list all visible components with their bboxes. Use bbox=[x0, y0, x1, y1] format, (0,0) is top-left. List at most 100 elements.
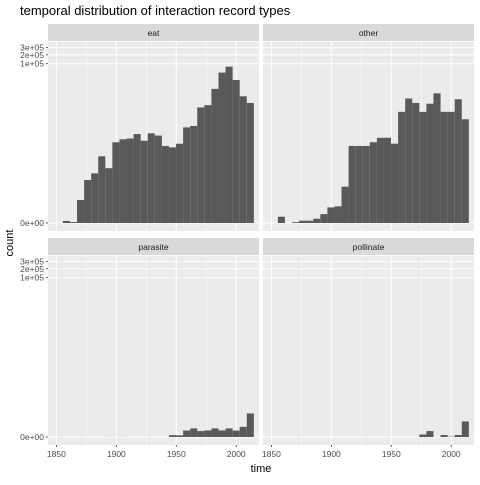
histogram-bar bbox=[91, 173, 98, 223]
histogram-bar bbox=[240, 96, 247, 223]
histogram-bar bbox=[211, 428, 218, 437]
histogram-bar bbox=[292, 222, 299, 223]
y-tick-label: 1e+05 bbox=[20, 59, 44, 69]
histogram-bar bbox=[299, 221, 306, 223]
facet-strip-label: pollinate bbox=[353, 242, 385, 252]
histogram-bar bbox=[247, 413, 254, 437]
facet-strip-label: parasite bbox=[138, 242, 169, 252]
x-tick-label: 1900 bbox=[107, 449, 126, 459]
histogram-bar bbox=[462, 421, 469, 437]
x-tick-label: 2000 bbox=[227, 449, 246, 459]
histogram-bar bbox=[320, 214, 327, 223]
x-tick-label: 1950 bbox=[382, 449, 401, 459]
histogram-bar bbox=[233, 431, 240, 437]
histogram-bar bbox=[112, 142, 119, 223]
histogram-bar bbox=[63, 221, 70, 223]
histogram-bar bbox=[441, 112, 448, 223]
histogram-bar bbox=[77, 200, 84, 223]
panel-background bbox=[263, 256, 474, 445]
histogram-bar bbox=[218, 73, 225, 223]
x-tick-label: 1850 bbox=[47, 449, 66, 459]
histogram-bar bbox=[306, 221, 313, 223]
histogram-bar bbox=[455, 99, 462, 223]
facet-other: other bbox=[263, 24, 474, 231]
histogram-bar bbox=[176, 435, 183, 437]
histogram-bar bbox=[342, 187, 349, 223]
histogram-bar bbox=[327, 207, 334, 223]
histogram-bar bbox=[197, 107, 204, 223]
histogram-bar bbox=[377, 138, 384, 223]
histogram-bar bbox=[448, 112, 455, 223]
histogram-bar bbox=[426, 104, 433, 223]
facet-strip-label: eat bbox=[148, 28, 160, 38]
histogram-bar bbox=[162, 146, 169, 223]
histogram-bar bbox=[190, 126, 197, 223]
histogram-bar bbox=[363, 146, 370, 223]
y-tick-label: 1e+05 bbox=[20, 273, 44, 283]
histogram-bar bbox=[426, 431, 433, 437]
histogram-bar bbox=[391, 144, 398, 223]
histogram-bar bbox=[141, 141, 148, 223]
histogram-bar bbox=[226, 428, 233, 437]
histogram-bar bbox=[247, 103, 254, 223]
histogram-bar bbox=[183, 127, 190, 223]
histogram-bar bbox=[84, 180, 91, 223]
histogram-bar bbox=[356, 146, 363, 223]
histogram-bar bbox=[433, 93, 440, 223]
histogram-bar bbox=[419, 435, 426, 437]
histogram-bar bbox=[127, 139, 134, 223]
histogram-bar bbox=[176, 144, 183, 223]
histogram-bar bbox=[134, 134, 141, 223]
histogram-bar bbox=[419, 112, 426, 223]
histogram-bar bbox=[398, 112, 405, 223]
histogram-bar bbox=[462, 119, 469, 223]
chart-title: temporal distribution of interaction rec… bbox=[20, 3, 290, 18]
panel-background bbox=[48, 256, 259, 445]
y-tick-label: 3e+05 bbox=[20, 43, 44, 53]
x-tick-label: 1900 bbox=[322, 449, 341, 459]
y-axis-title: count bbox=[4, 230, 16, 257]
histogram-bar bbox=[183, 431, 190, 437]
histogram-bar bbox=[405, 99, 412, 223]
histogram-bar bbox=[455, 435, 462, 437]
histogram-bar bbox=[211, 89, 218, 223]
x-tick-label: 1950 bbox=[167, 449, 186, 459]
facet-panels: eat0e+001e+052e+053e+05otherparasite0e+0… bbox=[20, 24, 474, 459]
histogram-bar bbox=[349, 146, 356, 223]
x-tick-label: 2000 bbox=[442, 449, 461, 459]
histogram-bar bbox=[155, 136, 162, 223]
histogram-bar bbox=[148, 133, 155, 223]
histogram-bar bbox=[204, 430, 211, 437]
histogram-bar bbox=[119, 139, 126, 223]
histogram-bar bbox=[226, 67, 233, 223]
facet-strip-label: other bbox=[359, 28, 379, 38]
y-tick-label: 3e+05 bbox=[20, 257, 44, 267]
x-tick-label: 1850 bbox=[262, 449, 281, 459]
facet-pollinate: pollinate 1850 1900 1950 2000 bbox=[262, 238, 474, 459]
histogram-bar bbox=[218, 430, 225, 437]
histogram-bar bbox=[334, 206, 341, 223]
histogram-bar bbox=[384, 138, 391, 223]
histogram-bar bbox=[370, 142, 377, 223]
histogram-bar bbox=[441, 435, 448, 437]
histogram-bar bbox=[313, 219, 320, 223]
y-tick-label: 0e+00 bbox=[20, 432, 44, 442]
histogram-bar bbox=[190, 428, 197, 437]
histogram-bar bbox=[197, 431, 204, 437]
histogram-bar bbox=[105, 168, 112, 223]
histogram-bar bbox=[204, 105, 211, 223]
histogram-bar bbox=[98, 156, 105, 223]
histogram-bar bbox=[278, 217, 285, 223]
x-axis-title: time bbox=[251, 463, 272, 475]
histogram-bar bbox=[233, 80, 240, 223]
histogram-bar bbox=[240, 427, 247, 437]
histogram-bar bbox=[412, 103, 419, 223]
histogram-bar bbox=[70, 222, 77, 223]
histogram-bar bbox=[169, 435, 176, 437]
histogram-bar bbox=[169, 147, 176, 223]
y-tick-label: 0e+00 bbox=[20, 218, 44, 228]
